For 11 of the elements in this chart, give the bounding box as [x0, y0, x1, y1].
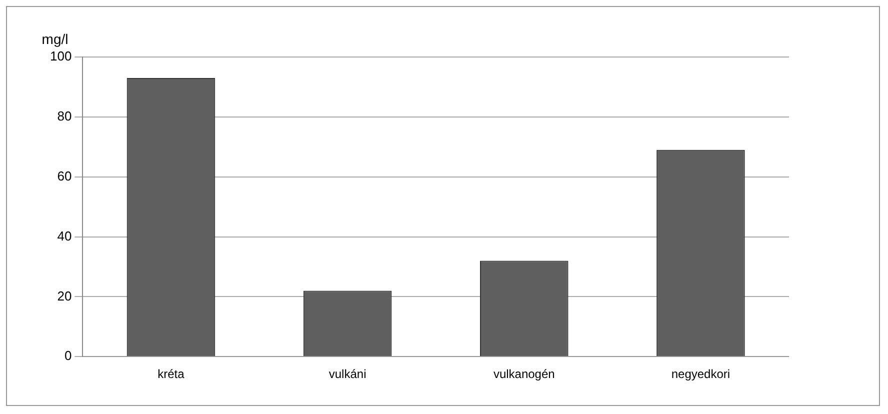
y-tick-label: 100	[50, 48, 72, 64]
x-tick-label: negyedkori	[671, 367, 730, 382]
y-axis-title: mg/l	[42, 30, 68, 47]
y-tick-label: 20	[57, 288, 72, 304]
x-tick-label: vulkanogén	[493, 367, 555, 382]
x-tick-label: kréta	[158, 367, 185, 382]
y-tick-label: 60	[57, 168, 72, 184]
y-tick-label: 0	[64, 348, 72, 364]
x-tick-label: vulkáni	[328, 367, 366, 382]
y-tick-label: 80	[57, 108, 72, 124]
y-tick-label: 40	[57, 228, 72, 244]
